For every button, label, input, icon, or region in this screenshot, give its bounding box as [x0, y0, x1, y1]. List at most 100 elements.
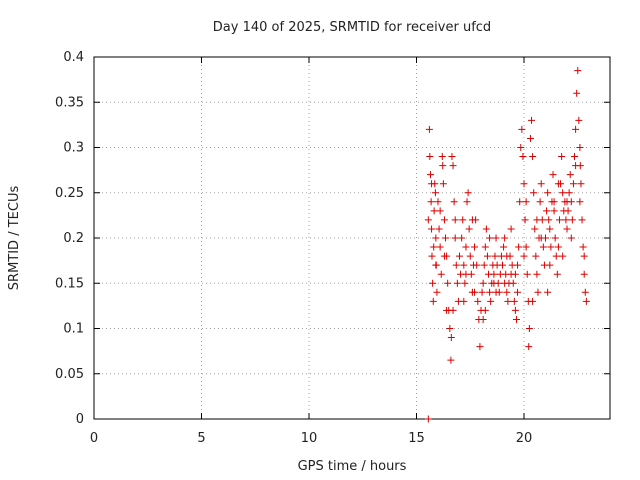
data-point	[431, 189, 439, 197]
data-point	[450, 198, 458, 206]
data-point	[554, 243, 562, 251]
data-point	[449, 306, 457, 314]
data-point	[447, 356, 455, 364]
data-point	[451, 216, 459, 224]
data-point	[533, 216, 541, 224]
data-point	[574, 67, 582, 75]
data-point	[435, 225, 443, 233]
data-point	[434, 198, 442, 206]
data-point	[572, 162, 580, 170]
data-point	[580, 270, 588, 278]
data-point	[487, 297, 495, 305]
data-point	[491, 252, 499, 260]
data-point	[501, 279, 509, 287]
data-point	[428, 180, 436, 188]
data-point	[566, 171, 574, 179]
grid	[94, 57, 610, 419]
data-point	[430, 207, 438, 215]
data-point	[465, 225, 473, 233]
data-point	[444, 279, 452, 287]
data-point	[424, 216, 432, 224]
data-point	[522, 243, 530, 251]
data-point	[552, 252, 560, 260]
data-point	[564, 207, 572, 215]
data-point	[460, 261, 468, 269]
data-point	[576, 198, 584, 206]
data-point	[432, 261, 440, 269]
data-point	[517, 144, 525, 151]
data-point	[481, 243, 489, 251]
data-point	[580, 252, 588, 260]
plot-frame	[93, 56, 611, 420]
data-point	[529, 297, 537, 305]
data-point	[573, 89, 581, 97]
data-point	[514, 261, 522, 269]
data-point	[427, 198, 435, 206]
y-tick-label: 0.35	[55, 95, 84, 110]
data-point	[492, 288, 500, 296]
data-point	[436, 243, 444, 251]
data-point	[461, 279, 469, 287]
data-point	[483, 252, 491, 260]
data-point	[430, 243, 438, 251]
data-point	[503, 288, 511, 296]
data-point	[553, 270, 561, 278]
data-point	[443, 306, 451, 314]
y-tick-label: 0.2	[63, 231, 84, 246]
data-point	[486, 288, 494, 296]
data-point	[531, 225, 539, 233]
data-point	[507, 225, 515, 233]
data-point	[571, 153, 579, 161]
data-point	[537, 180, 545, 188]
data-point	[546, 261, 554, 269]
data-point	[428, 225, 436, 233]
data-point	[550, 198, 558, 206]
data-point	[582, 297, 590, 305]
data-point	[437, 270, 445, 278]
y-axis-label: SRMTID / TECUs	[7, 186, 22, 291]
chart-title: Day 140 of 2025, SRMTID for receiver ufc…	[213, 20, 491, 35]
data-point	[544, 189, 552, 197]
data-point	[539, 243, 547, 251]
x-axis-label: GPS time / hours	[298, 459, 407, 474]
data-point	[452, 261, 460, 269]
data-point	[448, 153, 456, 161]
data-point	[567, 234, 575, 242]
data-point	[429, 297, 437, 305]
data-point	[581, 288, 589, 296]
data-point	[499, 261, 506, 269]
data-point	[425, 125, 433, 133]
x-tick-label: 15	[408, 431, 425, 446]
data-point	[526, 134, 534, 142]
data-point	[509, 279, 517, 287]
data-point	[476, 343, 484, 351]
data-point	[549, 171, 557, 179]
data-point	[516, 198, 524, 206]
data-point	[462, 270, 470, 278]
data-point	[478, 288, 486, 296]
data-point	[575, 116, 583, 124]
data-point	[521, 216, 529, 224]
data-point	[551, 234, 559, 242]
data-point	[554, 180, 562, 188]
data-point	[468, 216, 476, 224]
data-point	[429, 279, 437, 287]
data-point	[529, 153, 537, 161]
data-point	[433, 288, 441, 296]
data-point	[511, 270, 519, 278]
data-point	[436, 207, 444, 215]
data-point	[534, 288, 542, 296]
data-point	[464, 189, 472, 197]
data-point	[438, 153, 446, 161]
data-point	[547, 243, 555, 251]
data-point	[525, 343, 533, 351]
data-point	[530, 189, 538, 197]
data-point	[466, 252, 474, 260]
data-point	[480, 261, 488, 269]
data-point	[459, 216, 467, 224]
data-point	[525, 325, 533, 332]
data-point	[501, 234, 509, 242]
data-point	[579, 243, 587, 251]
data-point	[578, 216, 586, 224]
